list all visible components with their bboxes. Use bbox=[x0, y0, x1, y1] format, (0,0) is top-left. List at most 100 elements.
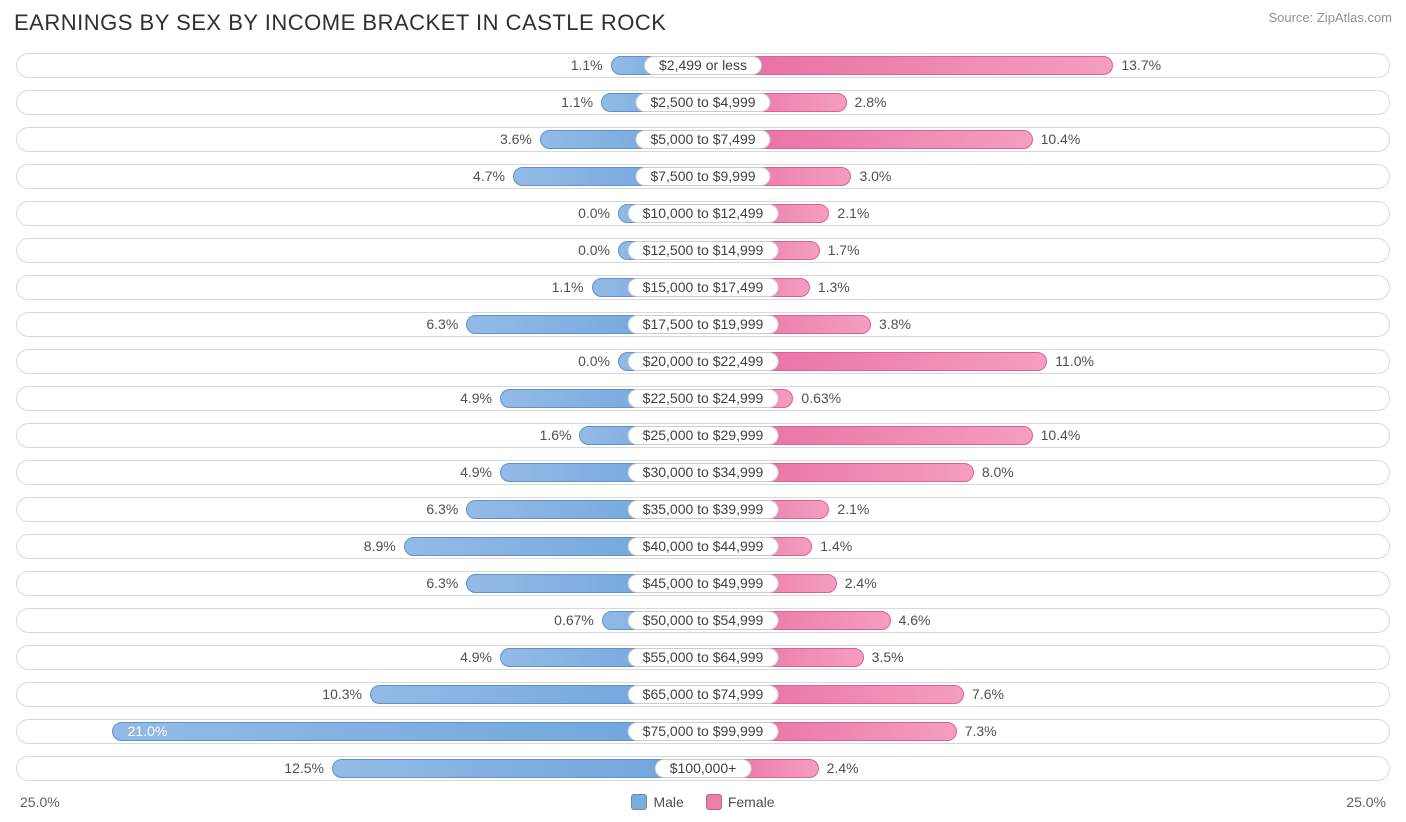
category-label: $2,500 to $4,999 bbox=[635, 93, 770, 112]
female-half: 1.4% bbox=[703, 529, 1390, 564]
female-value-label: 4.6% bbox=[899, 603, 931, 638]
row-inner: 1.1% 1.3% $15,000 to $17,499 bbox=[16, 270, 1390, 305]
category-label: $5,000 to $7,499 bbox=[635, 130, 770, 149]
category-label: $65,000 to $74,999 bbox=[628, 685, 779, 704]
male-bar bbox=[112, 722, 703, 741]
category-label: $15,000 to $17,499 bbox=[628, 278, 779, 297]
row-inner: 21.0%7.3%$75,000 to $99,999 bbox=[16, 714, 1390, 749]
female-half: 3.0% bbox=[703, 159, 1390, 194]
female-half: 13.7% bbox=[703, 48, 1390, 83]
category-label: $12,500 to $14,999 bbox=[628, 241, 779, 260]
diverging-bar-chart: 1.1%13.7%$2,499 or less1.1%2.8%$2,500 to… bbox=[8, 48, 1398, 786]
male-value-label: 12.5% bbox=[284, 751, 324, 786]
female-value-label: 1.7% bbox=[828, 233, 860, 268]
female-value-label: 3.5% bbox=[872, 640, 904, 675]
source-label: Source: ZipAtlas.com bbox=[1268, 10, 1392, 25]
chart-row: 10.3%7.6%$65,000 to $74,999 bbox=[8, 677, 1398, 712]
male-value-label: 6.3% bbox=[426, 566, 458, 601]
row-inner: 12.5%2.4%$100,000+ bbox=[16, 751, 1390, 786]
male-value-label: 0.0% bbox=[578, 344, 610, 379]
female-swatch-icon bbox=[706, 794, 722, 810]
female-bar bbox=[703, 56, 1113, 75]
female-half: 4.6% bbox=[703, 603, 1390, 638]
female-value-label: 0.63% bbox=[801, 381, 841, 416]
male-value-label: 4.9% bbox=[460, 455, 492, 490]
category-label: $2,499 or less bbox=[644, 56, 762, 75]
female-half: 1.7% bbox=[703, 233, 1390, 268]
male-half: 3.6% bbox=[16, 122, 703, 157]
male-value-label: 8.9% bbox=[364, 529, 396, 564]
female-half: 2.8% bbox=[703, 85, 1390, 120]
female-value-label: 10.4% bbox=[1041, 122, 1081, 157]
female-half: 1.3% bbox=[703, 270, 1390, 305]
male-half: 1.1% bbox=[16, 48, 703, 83]
legend-item-male: Male bbox=[631, 794, 683, 810]
male-value-label: 6.3% bbox=[426, 492, 458, 527]
female-value-label: 2.4% bbox=[845, 566, 877, 601]
male-half: 21.0% bbox=[16, 714, 703, 749]
female-value-label: 7.3% bbox=[965, 714, 997, 749]
male-value-label: 1.1% bbox=[561, 85, 593, 120]
male-half: 8.9% bbox=[16, 529, 703, 564]
female-half: 2.1% bbox=[703, 492, 1390, 527]
chart-row: 8.9% 1.4%$40,000 to $44,999 bbox=[8, 529, 1398, 564]
row-inner: 4.7%3.0%$7,500 to $9,999 bbox=[16, 159, 1390, 194]
category-label: $30,000 to $34,999 bbox=[628, 463, 779, 482]
male-half: 4.9% bbox=[16, 381, 703, 416]
legend-female-label: Female bbox=[728, 794, 775, 810]
male-value-label: 1.6% bbox=[540, 418, 572, 453]
female-half: 2.1% bbox=[703, 196, 1390, 231]
female-value-label: 1.3% bbox=[818, 270, 850, 305]
male-value-label: 21.0% bbox=[128, 714, 168, 749]
category-label: $7,500 to $9,999 bbox=[635, 167, 770, 186]
chart-title: EARNINGS BY SEX BY INCOME BRACKET IN CAS… bbox=[14, 10, 666, 36]
female-half: 8.0% bbox=[703, 455, 1390, 490]
chart-row: 4.9% 8.0%$30,000 to $34,999 bbox=[8, 455, 1398, 490]
row-inner: 1.1% 2.8%$2,500 to $4,999 bbox=[16, 85, 1390, 120]
legend-male-label: Male bbox=[653, 794, 683, 810]
female-half: 10.4% bbox=[703, 122, 1390, 157]
male-value-label: 4.9% bbox=[460, 640, 492, 675]
male-value-label: 10.3% bbox=[322, 677, 362, 712]
category-label: $20,000 to $22,499 bbox=[628, 352, 779, 371]
female-half: 10.4% bbox=[703, 418, 1390, 453]
male-half: 1.1% bbox=[16, 85, 703, 120]
row-inner: 4.9%3.5%$55,000 to $64,999 bbox=[16, 640, 1390, 675]
category-label: $45,000 to $49,999 bbox=[628, 574, 779, 593]
female-half: 2.4% bbox=[703, 751, 1390, 786]
male-bar bbox=[332, 759, 703, 778]
male-value-label: 4.9% bbox=[460, 381, 492, 416]
chart-row: 21.0%7.3%$75,000 to $99,999 bbox=[8, 714, 1398, 749]
category-label: $40,000 to $44,999 bbox=[628, 537, 779, 556]
row-inner: 1.1% 13.7% $2,499 or less bbox=[16, 48, 1390, 83]
chart-row: 1.1% 2.8%$2,500 to $4,999 bbox=[8, 85, 1398, 120]
male-half: 1.1% bbox=[16, 270, 703, 305]
female-half: 3.5% bbox=[703, 640, 1390, 675]
female-value-label: 2.4% bbox=[827, 751, 859, 786]
male-half: 0.67% bbox=[16, 603, 703, 638]
male-half: 0.0% bbox=[16, 344, 703, 379]
legend: Male Female bbox=[631, 794, 774, 810]
chart-row: 0.0% 11.0%$20,000 to $22,499 bbox=[8, 344, 1398, 379]
female-value-label: 13.7% bbox=[1121, 48, 1161, 83]
chart-container: EARNINGS BY SEX BY INCOME BRACKET IN CAS… bbox=[0, 0, 1406, 822]
female-half: 11.0% bbox=[703, 344, 1390, 379]
female-value-label: 10.4% bbox=[1041, 418, 1081, 453]
male-value-label: 0.67% bbox=[554, 603, 594, 638]
female-half: 7.3% bbox=[703, 714, 1390, 749]
male-half: 10.3% bbox=[16, 677, 703, 712]
category-label: $25,000 to $29,999 bbox=[628, 426, 779, 445]
chart-row: 4.9%3.5%$55,000 to $64,999 bbox=[8, 640, 1398, 675]
female-value-label: 2.1% bbox=[837, 492, 869, 527]
row-inner: 0.67%4.6%$50,000 to $54,999 bbox=[16, 603, 1390, 638]
chart-row: 6.3%2.1%$35,000 to $39,999 bbox=[8, 492, 1398, 527]
legend-item-female: Female bbox=[706, 794, 775, 810]
male-half: 6.3% bbox=[16, 492, 703, 527]
axis-right-max: 25.0% bbox=[1346, 794, 1386, 810]
female-value-label: 3.8% bbox=[879, 307, 911, 342]
male-value-label: 0.0% bbox=[578, 233, 610, 268]
row-inner: 6.3%3.8%$17,500 to $19,999 bbox=[16, 307, 1390, 342]
male-half: 4.9% bbox=[16, 640, 703, 675]
male-half: 4.7% bbox=[16, 159, 703, 194]
chart-row: 1.6% 10.4% $25,000 to $29,999 bbox=[8, 418, 1398, 453]
